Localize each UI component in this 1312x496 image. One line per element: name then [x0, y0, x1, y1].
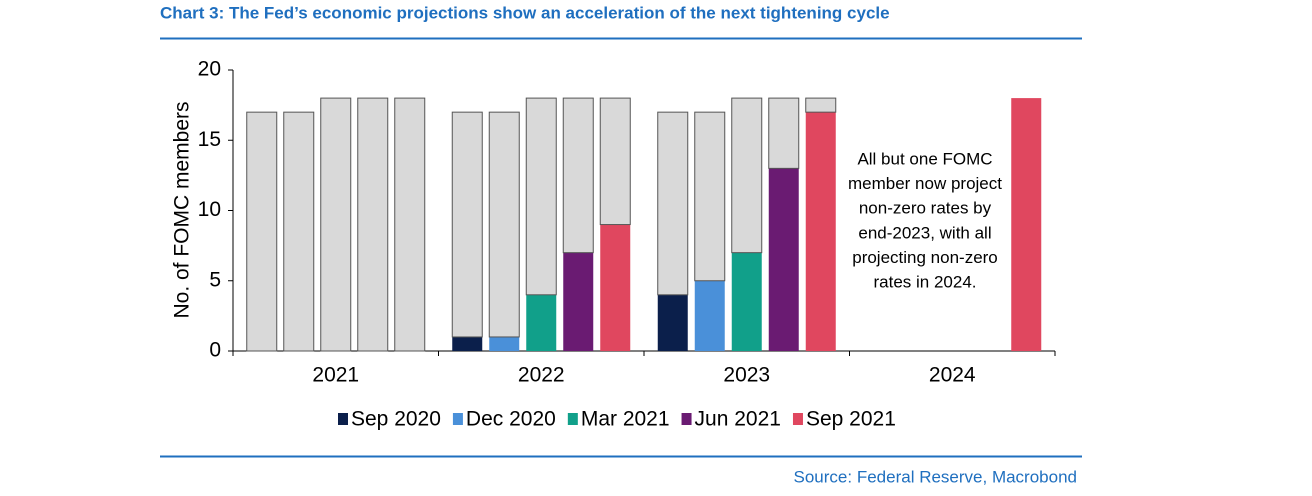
- zero-rate-segment: [357, 97, 389, 352]
- zero-rate-segment: [731, 97, 763, 254]
- zero-rate-segment: [488, 111, 520, 338]
- zero-rate-segment: [805, 97, 837, 113]
- bar-segment: [768, 168, 799, 351]
- zero-rate-segment: [283, 111, 315, 352]
- legend-label: Mar 2021: [581, 408, 670, 431]
- legend-swatch: [452, 413, 463, 425]
- annotation: non-zero rates by: [859, 199, 992, 218]
- legend-swatch: [681, 413, 692, 425]
- zero-rate-segment: [246, 111, 278, 352]
- annotation: projecting non-zero: [852, 248, 998, 267]
- zero-rate-segment: [599, 97, 631, 226]
- y-tick-label: 15: [198, 128, 221, 151]
- zero-rate-segment: [562, 97, 594, 254]
- x-tick-label: 2023: [723, 364, 770, 387]
- legend-swatch: [792, 413, 803, 425]
- x-tick-label: 2021: [312, 364, 359, 387]
- bar-segment: [563, 252, 594, 351]
- zero-rate-segment: [394, 97, 426, 352]
- y-axis-label: No. of FOMC members: [171, 101, 194, 318]
- legend-label: Sep 2021: [806, 408, 896, 431]
- x-tick-label: 2022: [518, 364, 565, 387]
- bar-segment: [489, 336, 520, 351]
- zero-rate-segment: [525, 97, 557, 296]
- zero-rate-segment: [451, 111, 483, 338]
- legend-label: Dec 2020: [466, 408, 556, 431]
- bar-segment: [526, 294, 557, 351]
- annotation: end-2023, with all: [858, 223, 991, 242]
- zero-rate-segment: [768, 97, 800, 169]
- chart-title: Chart 3: The Fed’s economic projections …: [160, 3, 890, 22]
- bar-segment: [805, 112, 836, 352]
- bar-segment: [1011, 98, 1042, 351]
- annotation: All but one FOMC: [857, 149, 992, 168]
- zero-rate-segment: [694, 111, 726, 282]
- y-tick-label: 0: [209, 339, 221, 362]
- y-tick-label: 5: [209, 268, 221, 291]
- y-tick-label: 20: [198, 58, 221, 81]
- legend-label: Jun 2021: [695, 408, 781, 431]
- bar-segment: [694, 280, 725, 351]
- legend-label: Sep 2020: [351, 408, 441, 431]
- legend-swatch: [338, 413, 348, 425]
- x-tick-label: 2024: [929, 364, 976, 387]
- y-tick-label: 10: [198, 198, 221, 221]
- annotation: member now project: [848, 174, 1002, 193]
- bar-segment: [731, 252, 762, 351]
- zero-rate-segment: [657, 111, 689, 296]
- annotation: rates in 2024.: [873, 272, 976, 291]
- source: Source: Federal Reserve, Macrobond: [794, 467, 1077, 486]
- bar-segment: [600, 224, 631, 351]
- bar-segment: [452, 336, 483, 351]
- legend-swatch: [567, 413, 578, 425]
- zero-rate-segment: [320, 97, 352, 352]
- bar-segment: [657, 294, 688, 351]
